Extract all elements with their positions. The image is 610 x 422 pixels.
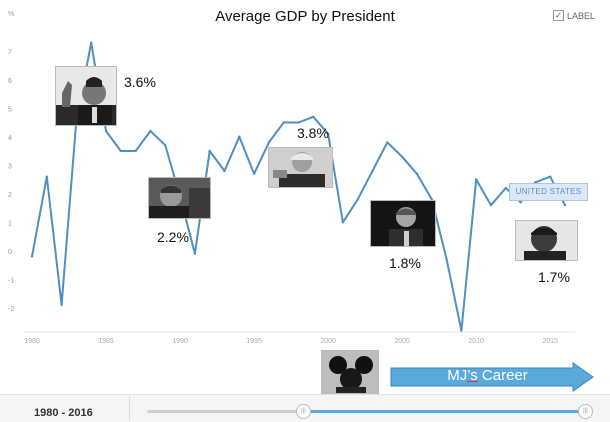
y-tick-label: -1 — [8, 277, 14, 284]
bush-jr-portrait-icon — [371, 201, 435, 246]
gdp-point — [282, 121, 285, 124]
gdp-point — [267, 141, 271, 144]
bush-sr-photo — [148, 177, 211, 219]
label-toggle[interactable]: ✓ LABEL — [553, 10, 595, 21]
gdp-point — [297, 121, 300, 124]
x-tick-label: 2015 — [542, 338, 558, 345]
x-tick-label: 2005 — [394, 338, 410, 345]
y-tick-label: 1 — [8, 220, 12, 227]
gdp-point — [164, 144, 167, 147]
gdp-point — [400, 155, 404, 158]
gdp-point — [238, 135, 241, 138]
gdp-point — [45, 175, 49, 178]
x-tick-label: 1995 — [246, 338, 262, 345]
career-text-post: Career — [477, 367, 528, 384]
gdp-point — [134, 149, 137, 153]
range-slider-fill — [302, 410, 585, 413]
annotation-reagan: 3.6% — [124, 74, 156, 90]
gdp-point — [30, 255, 34, 258]
slider-handle-end[interactable]: ||| — [578, 404, 593, 419]
career-text-pre: MJ — [447, 367, 468, 384]
clinton-portrait-icon — [269, 148, 332, 187]
gdp-point — [489, 203, 493, 207]
axis-layer: % -2 -1 0 1 2 3 4 5 6 7 1980 1985 1990 1995 2000 2005 201… — [8, 11, 575, 345]
gdp-point — [548, 175, 552, 178]
y-axis-label: % — [8, 11, 14, 18]
gdp-point — [252, 172, 256, 175]
annotation-clinton: 3.8% — [297, 125, 329, 141]
career-arrow-label: MJ’s Career — [390, 367, 585, 384]
gdp-point — [356, 198, 359, 201]
gdp-point — [519, 201, 522, 204]
gdp-point — [119, 149, 123, 153]
mascot-photo — [321, 350, 379, 394]
slider-handle-start[interactable]: ||| — [296, 404, 311, 419]
gdp-point — [474, 178, 478, 181]
annotation-bush-sr: 2.2% — [157, 229, 189, 245]
gdp-point — [193, 252, 197, 255]
gdp-point — [563, 203, 567, 207]
gdp-point — [460, 329, 463, 332]
x-tick-label: 1980 — [24, 338, 40, 345]
gdp-point — [104, 129, 108, 133]
y-tick-label: 0 — [8, 249, 12, 256]
mouse-ears-icon — [322, 351, 378, 393]
y-tick-label: 7 — [8, 49, 12, 56]
gdp-point — [223, 169, 226, 173]
x-tick-label: 1985 — [98, 338, 114, 345]
gdp-point — [208, 149, 211, 153]
chart-title: Average GDP by President — [215, 8, 395, 25]
obama-portrait-icon — [516, 221, 577, 260]
gdp-point — [386, 141, 389, 144]
gdp-point — [149, 129, 152, 133]
career-arrow: MJ’s Career — [390, 362, 595, 392]
range-label: 1980 - 2016 — [34, 407, 93, 419]
range-divider — [129, 396, 130, 421]
clinton-photo — [268, 147, 333, 188]
arrow-right-icon — [390, 362, 594, 392]
x-tick-label: 1990 — [172, 338, 188, 345]
career-text-underlined: ’s — [467, 367, 478, 384]
gdp-point — [445, 258, 448, 261]
gdp-point — [371, 169, 374, 173]
gdp-point — [341, 221, 345, 224]
gdp-point — [504, 186, 507, 190]
y-tick-label: 3 — [8, 163, 12, 170]
label-toggle-text: LABEL — [567, 10, 596, 21]
gdp-point — [90, 41, 93, 44]
annotation-bush-jr: 1.8% — [389, 255, 421, 271]
reagan-photo — [55, 66, 117, 126]
bush-jr-photo — [370, 200, 436, 247]
gdp-point — [415, 172, 419, 175]
obama-photo — [515, 220, 578, 261]
reagan-portrait-icon — [56, 67, 116, 125]
gdp-point — [534, 181, 537, 184]
gdp-point — [312, 115, 315, 119]
annotation-obama: 1.7% — [538, 269, 570, 285]
y-tick-label: 2 — [8, 192, 12, 199]
y-tick-label: 6 — [8, 78, 12, 85]
line-layer — [30, 41, 567, 332]
label-checkbox[interactable]: ✓ — [553, 10, 564, 21]
series-label-united-states: UNITED STATES — [509, 183, 588, 201]
gdp-point — [326, 132, 330, 136]
y-tick-label: 4 — [8, 135, 12, 142]
y-tick-label: 5 — [8, 106, 12, 113]
y-tick-label: -2 — [8, 306, 14, 313]
x-tick-label: 2010 — [468, 338, 484, 345]
x-tick-label: 2000 — [320, 338, 336, 345]
bush-sr-portrait-icon — [149, 178, 210, 218]
gdp-point — [60, 303, 63, 307]
